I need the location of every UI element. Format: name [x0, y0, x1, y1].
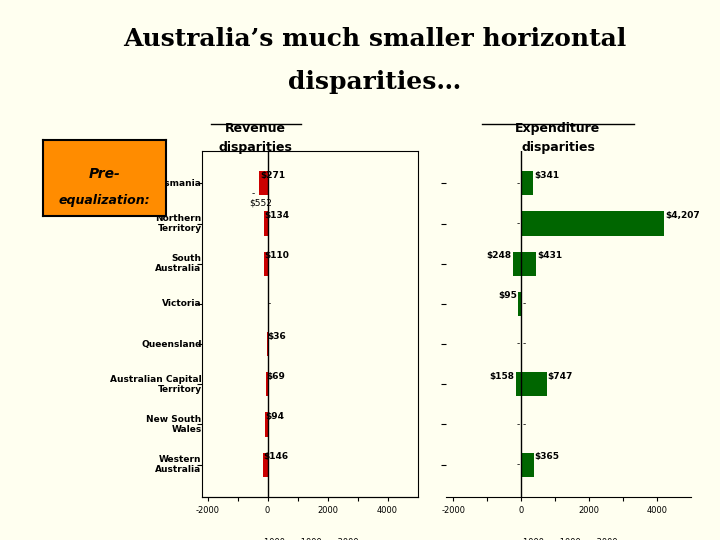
Text: $36: $36 — [267, 332, 286, 341]
Text: $271: $271 — [260, 171, 285, 180]
Text: $341: $341 — [534, 171, 559, 180]
Text: $431: $431 — [537, 251, 562, 260]
Bar — [264, 212, 268, 235]
Text: disparities: disparities — [219, 141, 292, 154]
Bar — [266, 332, 268, 356]
Text: Victoria: Victoria — [162, 299, 202, 308]
Text: Queensland: Queensland — [141, 340, 202, 349]
Text: -1000      1000      3000: -1000 1000 3000 — [261, 538, 359, 540]
Bar — [516, 372, 521, 396]
Text: -: - — [268, 299, 271, 308]
Bar — [521, 252, 536, 276]
Text: -: - — [517, 340, 520, 349]
Text: $134: $134 — [264, 211, 289, 220]
Text: -: - — [517, 460, 520, 469]
Text: $4,207: $4,207 — [665, 211, 700, 220]
Text: disparities…: disparities… — [288, 70, 461, 94]
Bar — [266, 372, 268, 396]
Text: Tasmania: Tasmania — [154, 179, 202, 188]
Text: -: - — [522, 340, 526, 349]
Text: $158: $158 — [490, 372, 515, 381]
Text: -: - — [252, 189, 255, 198]
Text: $365: $365 — [535, 452, 559, 461]
Text: $248: $248 — [487, 251, 512, 260]
Text: -1000      1000      3000: -1000 1000 3000 — [520, 538, 618, 540]
Bar — [521, 171, 533, 195]
Text: Northern
Territory: Northern Territory — [156, 214, 202, 233]
Text: -: - — [517, 420, 520, 429]
Text: Pre-: Pre- — [89, 167, 120, 181]
Text: $747: $747 — [548, 372, 573, 381]
Text: $95: $95 — [498, 292, 517, 300]
Text: $110: $110 — [265, 251, 289, 260]
Text: Revenue: Revenue — [225, 122, 286, 135]
Bar — [265, 413, 268, 436]
Text: Expenditure: Expenditure — [516, 122, 600, 135]
Text: disparities: disparities — [521, 141, 595, 154]
Text: Western
Australia: Western Australia — [156, 455, 202, 474]
Bar — [521, 453, 534, 477]
Bar — [513, 252, 521, 276]
Text: $146: $146 — [264, 452, 289, 461]
Text: $552: $552 — [250, 199, 272, 208]
Text: -: - — [517, 219, 520, 228]
Bar — [521, 212, 665, 235]
Text: -: - — [517, 179, 520, 188]
Text: equalization:: equalization: — [58, 194, 150, 207]
Text: Australia’s much smaller horizontal: Australia’s much smaller horizontal — [123, 27, 626, 51]
Bar — [264, 252, 268, 276]
Text: New South
Wales: New South Wales — [146, 415, 202, 434]
Bar — [259, 171, 268, 195]
Text: Australian Capital
Territory: Australian Capital Territory — [110, 375, 202, 394]
Bar — [521, 372, 546, 396]
Text: -: - — [522, 299, 526, 308]
Text: $94: $94 — [265, 412, 284, 421]
Text: South
Australia: South Australia — [156, 254, 202, 273]
Bar — [518, 292, 521, 316]
Text: -: - — [522, 420, 526, 429]
Bar — [264, 453, 268, 477]
Text: $69: $69 — [266, 372, 285, 381]
